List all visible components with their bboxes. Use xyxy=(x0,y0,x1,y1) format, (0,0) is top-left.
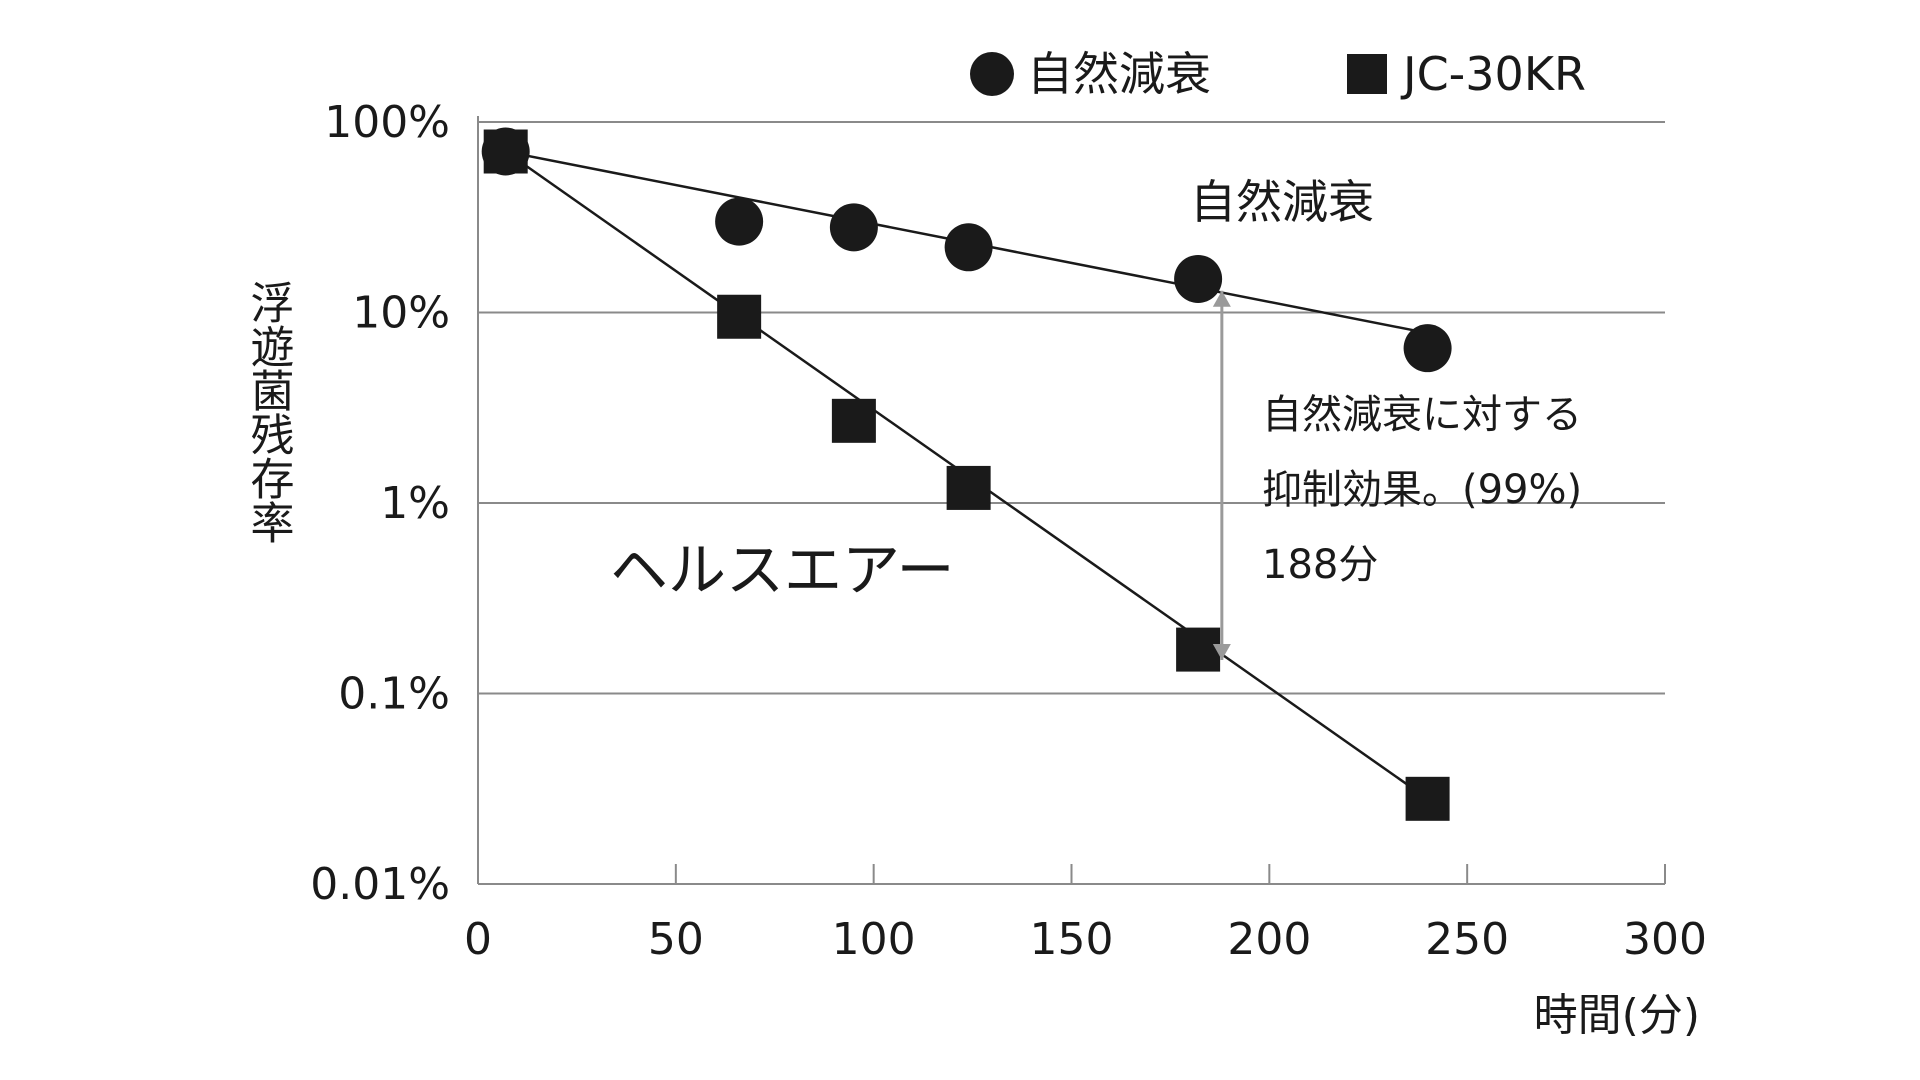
point-natural-2 xyxy=(829,203,878,252)
point-jc30kr-3 xyxy=(946,465,991,510)
arrow-head-top xyxy=(1212,290,1231,307)
point-jc30kr-4 xyxy=(1176,627,1221,672)
x-axis-title: 時間(分) xyxy=(1534,990,1700,1041)
axes xyxy=(477,116,1666,885)
point-natural-1 xyxy=(715,197,764,246)
health-air-annotation: ヘルスエアー xyxy=(610,536,955,604)
point-natural-5 xyxy=(1403,324,1452,373)
y-tick-label-3: 0.1% xyxy=(338,669,450,720)
x-tick-label-6: 300 xyxy=(1623,914,1707,965)
x-tick-label-5: 250 xyxy=(1425,914,1509,965)
y-tick-label-1: 10% xyxy=(352,288,450,339)
legend: 自然減衰 JC-30KR xyxy=(970,47,1586,101)
point-natural-3 xyxy=(944,223,993,272)
effect-annotation-line3: 188分 xyxy=(1262,542,1378,588)
point-jc30kr-2 xyxy=(831,398,876,443)
y-axis-title: 浮遊菌残存率 xyxy=(243,280,294,544)
y-tick-label-4: 0.01% xyxy=(310,859,450,910)
x-tick-label-1: 50 xyxy=(648,914,704,965)
arrow-head-bottom xyxy=(1212,643,1231,660)
x-tick-label-3: 150 xyxy=(1030,914,1114,965)
point-natural-4 xyxy=(1174,254,1223,303)
x-tick-label-4: 200 xyxy=(1227,914,1311,965)
natural-decay-annotation: 自然減衰 xyxy=(1190,175,1374,229)
legend-label-jc30kr: JC-30KR xyxy=(1400,47,1586,101)
effect-annotation-line1: 自然減衰に対する xyxy=(1262,392,1582,438)
y-tick-label-0: 100% xyxy=(324,97,450,148)
y-tick-label-2: 1% xyxy=(380,478,450,529)
grid-lines xyxy=(478,121,1665,695)
series-markers xyxy=(481,127,1452,821)
point-jc30kr-1 xyxy=(717,294,762,339)
legend-circle-marker xyxy=(970,52,1014,96)
legend-label-natural: 自然減衰 xyxy=(1027,47,1211,101)
x-tick-label-0: 0 xyxy=(464,914,492,965)
effect-annotation-line2: 抑制効果。(99%) xyxy=(1262,467,1582,513)
point-jc30kr-0 xyxy=(483,129,528,174)
x-tick-label-2: 100 xyxy=(832,914,916,965)
legend-square-marker xyxy=(1347,54,1387,94)
effect-arrow xyxy=(1212,290,1231,660)
point-jc30kr-5 xyxy=(1405,776,1450,821)
tick-labels: 100% 10% 1% 0.1% 0.01% 0 50 100 150 200 250 300 xyxy=(310,97,1707,965)
